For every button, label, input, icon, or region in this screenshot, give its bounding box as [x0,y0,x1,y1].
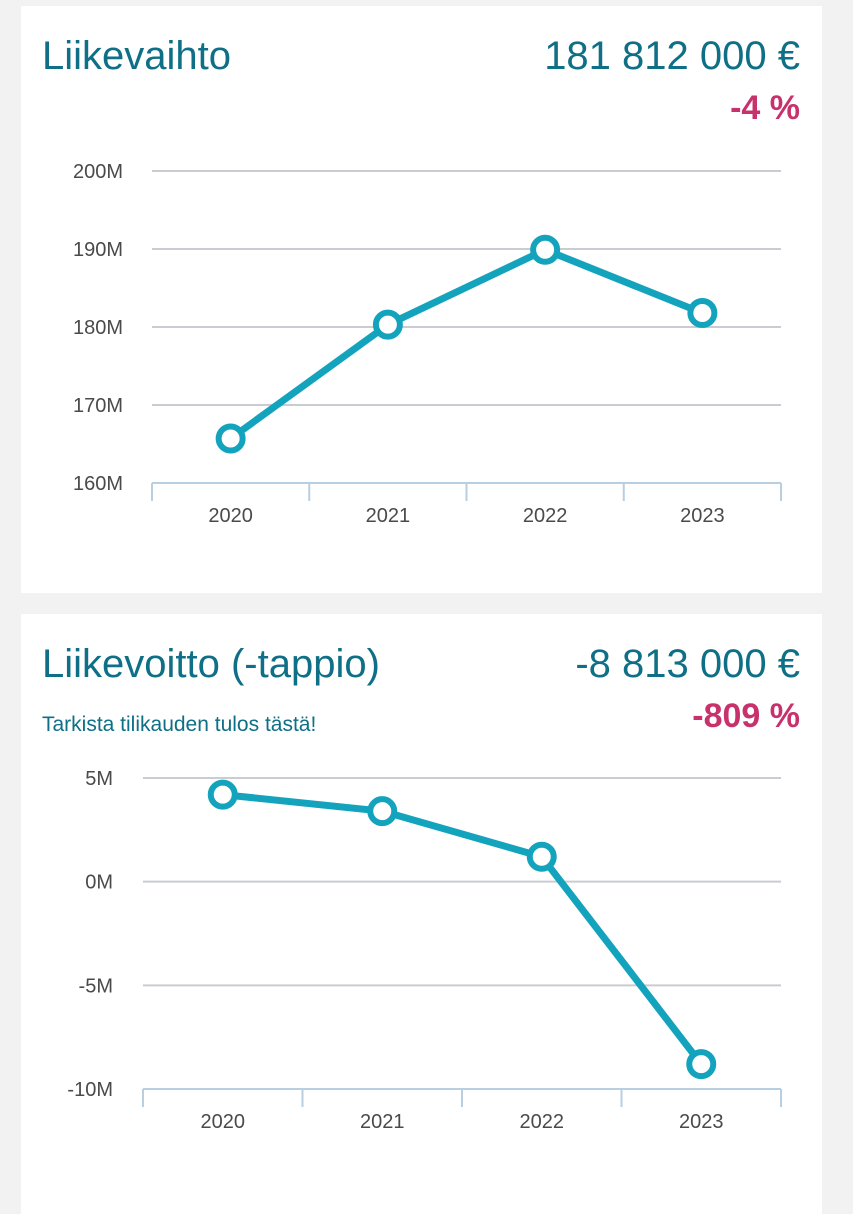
x-tick-label: 2023 [679,1111,724,1133]
data-point[interactable] [686,1049,717,1080]
data-point[interactable] [372,309,403,340]
data-point[interactable] [207,779,238,810]
x-tick-label: 2023 [680,505,725,527]
x-tick-label: 2020 [208,505,253,527]
revenue-card: Liikevaihto 181 812 000 € -4 % 160M 170M 1… [21,6,822,593]
card-value: 181 812 000 € [544,34,800,78]
data-point[interactable] [367,796,398,827]
change-percent: -809 % [692,697,800,735]
y-tick-label: 160M [73,473,123,495]
x-tick-label: 2022 [520,1111,565,1133]
y-tick-label: 5M [85,768,113,790]
card-title: Liikevaihto [42,34,232,78]
x-tick-label: 2021 [360,1111,405,1133]
series-line [219,791,705,1068]
card-value: -8 813 000 € [575,642,800,686]
result-link[interactable]: Tarkista tilikauden tulos tästä! [42,713,317,736]
y-tick-label: 200M [73,161,123,183]
x-tick-label: 2022 [523,505,568,527]
x-tick-label: 2021 [366,505,411,527]
y-tick-label: 180M [73,317,123,339]
change-percent: -4 % [730,89,800,127]
series-line [227,246,706,443]
y-tick-label: 170M [73,395,123,417]
card-title: Liikevoitto (-tappio) [42,642,380,686]
y-tick-label: -10M [67,1079,113,1101]
y-tick-label: 190M [73,239,123,261]
y-tick-label: -5M [79,975,113,997]
operating-profit-line-chart: -10M -5M 0M 5M 2020 2021 2022 2023 [67,768,782,1133]
data-point[interactable] [215,423,246,454]
data-point[interactable] [530,234,561,265]
revenue-line-chart: 160M 170M 180M 190M 200M 2020 2021 2022 2023 [73,161,782,527]
data-point[interactable] [687,297,718,328]
y-tick-label: 0M [85,872,113,894]
operating-profit-card: Liikevoitto (-tappio) -8 813 000 € -809 … [21,614,822,1214]
x-tick-label: 2020 [201,1111,246,1133]
data-point[interactable] [526,841,557,872]
